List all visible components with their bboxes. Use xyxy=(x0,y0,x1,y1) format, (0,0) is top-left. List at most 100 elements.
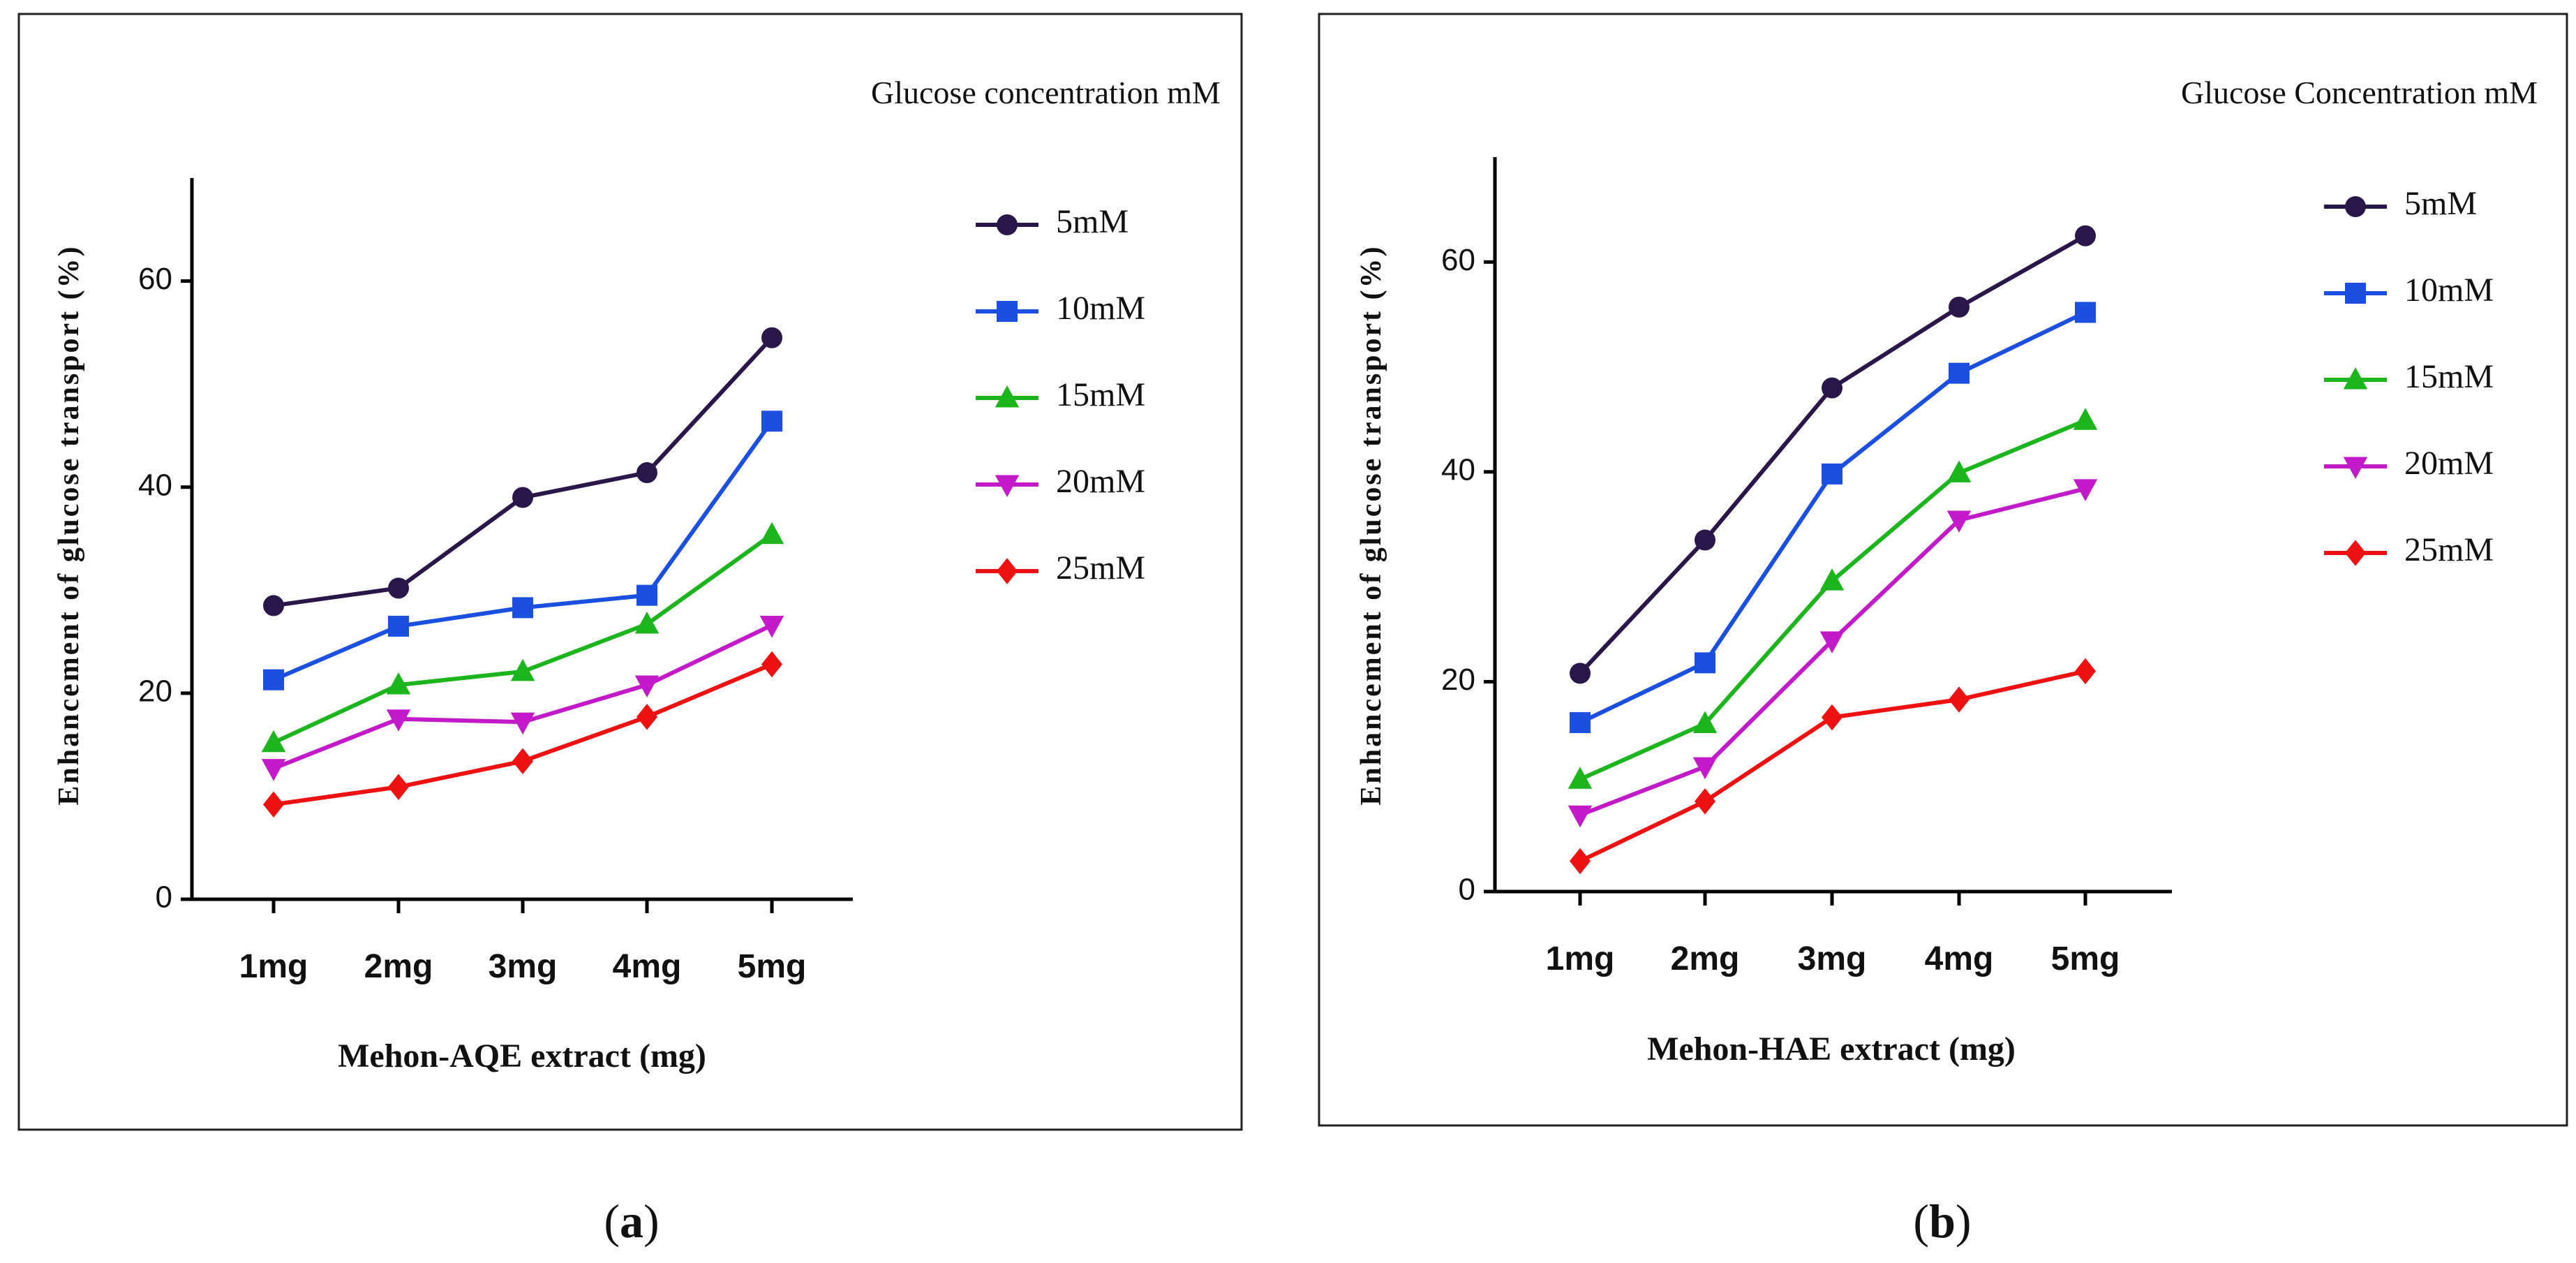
panel-b-legend-label-15mM: 15mM xyxy=(2404,358,2494,395)
panel-a-legend-marker-20mM xyxy=(995,475,1020,497)
panel-a-data-point-20mM xyxy=(386,709,411,732)
panel-b-data-point-5mM xyxy=(2075,225,2096,246)
panel-b-data-point-20mM xyxy=(1568,805,1593,828)
panel-a-data-point-25mM xyxy=(263,791,284,818)
panel-b-legend-title: Glucose Concentration mM xyxy=(2181,75,2538,110)
panel-a-data-point-5mM xyxy=(636,462,657,484)
panel-a-data-point-10mM xyxy=(636,584,657,606)
panel-b-data-point-25mM xyxy=(1949,686,1970,713)
panel-b-legend: 5mM 10mM 15mM 20mM 25mM xyxy=(2324,185,2494,568)
panel-b-x-tick-label: 5mg xyxy=(2051,940,2120,977)
panel-a-y-tick-label: 20 xyxy=(138,674,172,708)
panel-b-data-point-25mM xyxy=(1822,704,1842,731)
panel-b-data-point-15mM xyxy=(1692,711,1718,734)
panel-a-x-tick-label: 1mg xyxy=(239,948,308,985)
panel-b-data-point-5mM xyxy=(1570,663,1591,684)
panel-b-x-tick-label: 3mg xyxy=(1798,940,1867,977)
panel-b-data-point-10mM xyxy=(2075,302,2096,323)
panel-a-data-point-20mM xyxy=(510,712,535,735)
panel-b-data-point-20mM xyxy=(1946,510,1972,533)
panel-a-legend-title: Glucose concentration mM xyxy=(871,75,1221,110)
panel-a-x-tick-label: 4mg xyxy=(613,948,682,985)
panel-b-data-point-15mM xyxy=(2073,408,2098,430)
panel-a-data-point-20mM xyxy=(634,675,660,698)
panel-b-data-point-15mM xyxy=(1819,568,1845,591)
panel-b-data-point-20mM xyxy=(2073,479,2098,501)
panel-a-data-point-15mM xyxy=(510,658,535,681)
panel-a-data-point-5mM xyxy=(761,327,782,348)
panel-a-x-tick-label: 2mg xyxy=(364,948,433,985)
panel-b-legend-label-20mM: 20mM xyxy=(2404,445,2494,482)
panel-b-data-point-20mM xyxy=(1692,757,1718,780)
panel-a-y-tick-label: 60 xyxy=(138,262,172,296)
panel-a-data-point-25mM xyxy=(761,651,782,678)
panel-b-data-point-10mM xyxy=(1822,463,1842,485)
panel-b-caption: (b) xyxy=(1913,1195,1971,1248)
panel-b-x-tick-label: 2mg xyxy=(1671,940,1740,977)
panel-b-data-point-5mM xyxy=(1822,377,1842,399)
panel-b-data-point-5mM xyxy=(1949,296,1970,318)
panel-b-data-point-25mM xyxy=(2075,658,2096,685)
panel-a-data-point-25mM xyxy=(512,748,533,775)
panel-a-data-point-15mM xyxy=(759,522,784,545)
panel-a-legend-label-15mM: 15mM xyxy=(1056,376,1145,413)
panel-a-legend-label-10mM: 10mM xyxy=(1056,290,1145,327)
panel-a-legend-marker-15mM xyxy=(995,385,1020,408)
panel-a-y-axis-label: Enhancement of glucose transport (%) xyxy=(53,244,85,805)
panel-b-caption-letter: b xyxy=(1929,1195,1956,1248)
panel-b-y-tick-label: 40 xyxy=(1441,452,1475,487)
panel-a-legend-marker-10mM xyxy=(997,301,1018,322)
panel-b-y-tick-label: 20 xyxy=(1441,663,1475,697)
panel-b-data-point-10mM xyxy=(1695,652,1715,674)
panel-b-legend-label-5mM: 5mM xyxy=(2404,185,2477,222)
panel-a-data-point-5mM xyxy=(388,577,409,599)
panel-b-y-tick-label: 60 xyxy=(1441,243,1475,277)
panel-a-data-point-15mM xyxy=(386,672,411,695)
panel-a-legend-marker-5mM xyxy=(997,214,1018,235)
panel-b-data-point-15mM xyxy=(1568,767,1593,789)
panel-b-data-point-10mM xyxy=(1570,712,1591,734)
panel-a-data-point-10mM xyxy=(263,669,284,690)
panel-b-data-point-20mM xyxy=(1819,631,1845,653)
panel-b-legend-label-10mM: 10mM xyxy=(2404,272,2494,309)
panel-a-x-axis-label: Mehon-AQE extract (mg) xyxy=(338,1037,706,1074)
panel-b-y-axis-label: Enhancement of glucose transport (%) xyxy=(1355,244,1387,805)
panel-b-data-point-15mM xyxy=(1946,460,1972,482)
panel-a-legend-label-20mM: 20mM xyxy=(1056,463,1145,500)
panel-a-data-point-20mM xyxy=(261,759,286,781)
panel-b-chart: 0 20 40 60 1mg 2mg 3mg 4mg 5mg Enhancement of gl… xyxy=(1318,13,2568,1127)
panel-b-data-point-25mM xyxy=(1695,788,1715,815)
panel-b-legend-marker-25mM xyxy=(2345,540,2366,566)
panel-b-legend-marker-10mM xyxy=(2345,283,2366,304)
panel-a-legend-label-25mM: 25mM xyxy=(1056,549,1145,586)
panel-a-legend-label-5mM: 5mM xyxy=(1056,203,1129,240)
panel-a-data-point-25mM xyxy=(636,704,657,730)
panel-b-x-axis-label: Mehon-HAE extract (mg) xyxy=(1647,1031,2016,1068)
panel-b-legend-marker-5mM xyxy=(2345,196,2366,217)
panel-a-caption: (a) xyxy=(604,1195,659,1248)
panel-a-data-point-15mM xyxy=(261,730,286,753)
panel-a-data-point-10mM xyxy=(388,615,409,637)
panel-a-x-tick-label: 5mg xyxy=(738,948,807,985)
panel-b-plot: 0 20 40 60 1mg 2mg 3mg 4mg 5mg xyxy=(1441,157,2172,977)
panel-b-legend-marker-20mM xyxy=(2343,457,2368,479)
panel-a-data-point-10mM xyxy=(761,411,782,432)
panel-b-x-tick-label: 1mg xyxy=(1546,940,1615,977)
panel-a-caption-letter: a xyxy=(620,1195,643,1248)
panel-a-chart: 0 20 40 60 1mg 2mg 3mg 4mg 5mg Enhancement of gl… xyxy=(17,13,1243,1131)
panel-a-data-point-20mM xyxy=(759,615,784,638)
panel-b-data-point-25mM xyxy=(1570,848,1591,875)
panel-a-y-tick-label: 0 xyxy=(156,880,172,915)
panel-b-x-tick-label: 4mg xyxy=(1925,940,1994,977)
panel-b-legend-label-25mM: 25mM xyxy=(2404,531,2494,568)
panel-a-data-point-25mM xyxy=(388,774,409,800)
panel-b-data-point-5mM xyxy=(1695,529,1715,551)
panel-a-data-point-5mM xyxy=(512,487,533,508)
panel-b-legend-marker-15mM xyxy=(2343,367,2368,390)
panel-a-plot: 0 20 40 60 1mg 2mg 3mg 4mg 5mg xyxy=(138,178,853,985)
panel-a-data-point-15mM xyxy=(634,611,660,634)
panel-a-data-point-10mM xyxy=(512,597,533,619)
panel-b-data-point-10mM xyxy=(1949,362,1970,384)
panel-a-data-point-5mM xyxy=(263,595,284,616)
